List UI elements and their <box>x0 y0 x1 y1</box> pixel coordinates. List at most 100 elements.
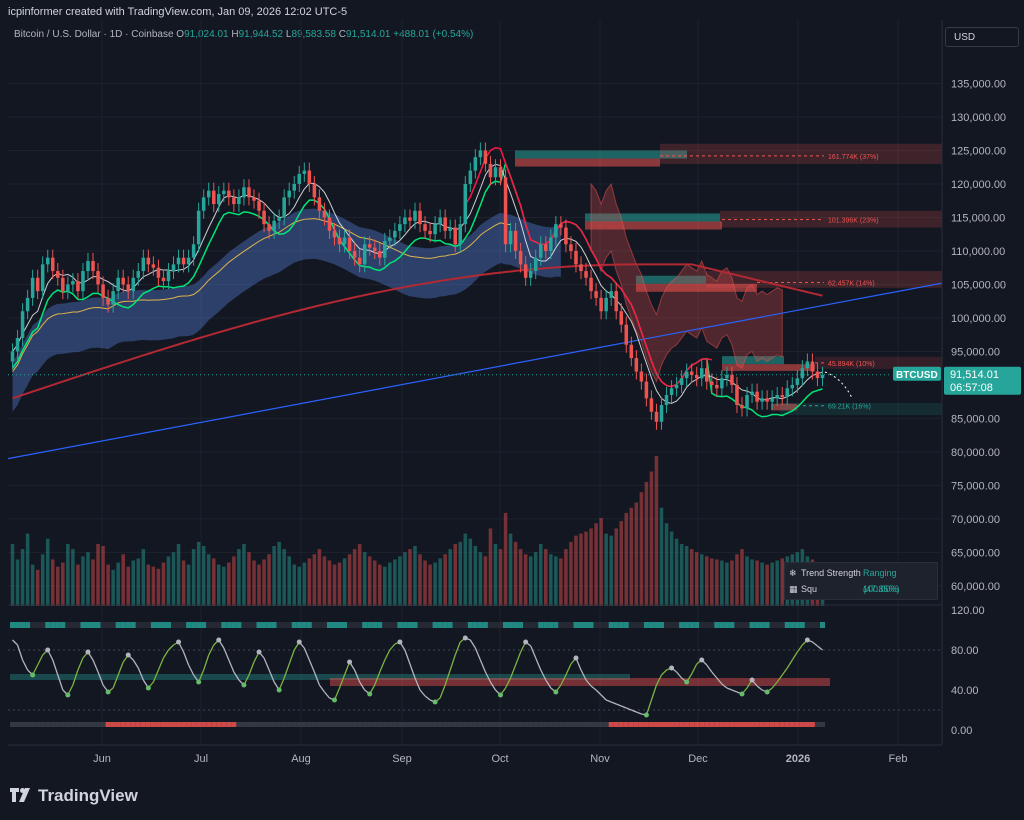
oscillator-trough-dot <box>643 712 649 718</box>
oscillator-peak-dot <box>45 647 51 653</box>
status-strip-cell <box>699 622 705 628</box>
oscillator-segment <box>504 677 512 689</box>
bottom-strip-cell <box>357 722 363 727</box>
bottom-strip-cell <box>543 722 549 727</box>
bottom-strip-cell <box>503 722 509 727</box>
volume-bar <box>589 528 593 606</box>
status-strip-cell <box>669 622 675 628</box>
oscillator-segment <box>409 663 416 679</box>
status-strip-cell <box>558 622 564 628</box>
status-strip-cell <box>15 622 21 628</box>
volume-bar <box>287 556 291 606</box>
volume-bar <box>161 562 166 606</box>
candle-body <box>579 264 583 272</box>
squeeze-row: ▦ Squ 100.00% <box>785 581 937 597</box>
oscillator-segment <box>756 685 763 691</box>
tradingview-logo[interactable]: TradingView <box>10 786 138 806</box>
bottom-strip-cell <box>457 722 463 727</box>
oscillator-segment <box>444 669 451 686</box>
time-tick-label: Jun <box>93 753 111 765</box>
indicator-lines <box>7 146 943 460</box>
candle-body <box>393 230 397 238</box>
candle-body <box>20 311 25 339</box>
volume-bar <box>418 554 422 606</box>
open-value: 91,024.01 <box>184 29 229 40</box>
bottom-strip-cell <box>296 722 302 727</box>
status-strip-cell <box>367 622 373 628</box>
candle-body <box>317 197 322 211</box>
candle-body <box>559 224 563 228</box>
currency-selector[interactable]: USD <box>945 27 1019 47</box>
badge-symbol-bg <box>893 366 941 381</box>
status-strip-cell <box>618 622 624 628</box>
candle-body <box>569 244 573 251</box>
fast-ma-line <box>12 163 823 404</box>
volume-bar <box>206 554 211 606</box>
volume-bar <box>569 541 573 606</box>
candle-body <box>498 167 503 178</box>
oscillator-peak-dot <box>216 637 222 643</box>
bottom-strip-cell <box>528 722 534 727</box>
bottom-strip-cell <box>759 722 765 727</box>
bottom-strip-cell <box>50 722 56 727</box>
high-label: H <box>231 29 239 40</box>
price-tick-label: 115,000.00 <box>951 212 1005 224</box>
zone-annotation: 101.396K (23%) <box>828 217 879 224</box>
volume-bar <box>56 566 60 606</box>
status-strip-cell <box>301 622 307 628</box>
volume-bar <box>629 507 634 606</box>
volume-bar <box>654 456 659 606</box>
oscillator-segment <box>16 644 24 661</box>
time-tick-label: Aug <box>291 753 311 765</box>
oscillator-segment <box>188 664 195 676</box>
bottom-strip-cell <box>684 722 690 727</box>
volume-bar <box>307 558 312 606</box>
bottom-strip-cell <box>271 722 277 727</box>
volume-bar <box>237 549 241 606</box>
candle-body <box>785 388 790 397</box>
bottom-strip-cell <box>402 722 408 727</box>
volume-bars <box>10 456 825 606</box>
oscillator-trough-dot <box>276 687 282 693</box>
status-strip-cell <box>377 622 383 628</box>
bottom-strip-cell <box>689 722 695 727</box>
oscillator-segment <box>691 663 698 675</box>
status-strip-cell <box>206 622 212 628</box>
status-strip-cell <box>784 622 790 628</box>
price-tick-label: 65,000.00 <box>951 547 1000 559</box>
candle-body <box>574 250 578 265</box>
oscillator-segment <box>162 649 170 659</box>
status-strip-cell <box>231 622 237 628</box>
trend-line <box>7 282 943 460</box>
volume-bar <box>378 564 382 606</box>
volume-bar <box>413 546 417 606</box>
bottom-strip-cell <box>442 722 448 727</box>
bottom-strip-cell <box>699 722 705 727</box>
status-strip-cell <box>30 622 36 628</box>
status-strip-cell <box>397 622 403 628</box>
bottom-strip-cell <box>669 722 675 727</box>
candle-body <box>669 388 674 395</box>
candle-body <box>232 197 236 205</box>
bottom-strip-cell <box>231 722 237 727</box>
status-strip-cell <box>593 622 599 628</box>
bottom-strip-cell <box>593 722 599 727</box>
bottom-strip-cell <box>216 722 222 727</box>
price-tick-label: 120,000.00 <box>951 179 1006 191</box>
volume-bar <box>227 562 231 606</box>
candle-body <box>378 250 382 258</box>
bottom-strip-cell <box>774 722 780 727</box>
oscillator-band-green <box>10 674 630 680</box>
oscillator-segment <box>565 663 572 676</box>
bottom-strip-cell <box>447 722 453 727</box>
volume-bar <box>146 564 151 606</box>
oscillator-peak-dot <box>296 639 302 645</box>
status-strip-cell <box>714 622 720 628</box>
volume-bar <box>438 558 442 606</box>
status-strip-cell <box>155 622 161 628</box>
status-strip-cell <box>412 622 418 628</box>
bottom-strip-cell <box>201 722 207 727</box>
status-strip-cell <box>513 622 519 628</box>
oscillator-segment <box>228 659 235 673</box>
